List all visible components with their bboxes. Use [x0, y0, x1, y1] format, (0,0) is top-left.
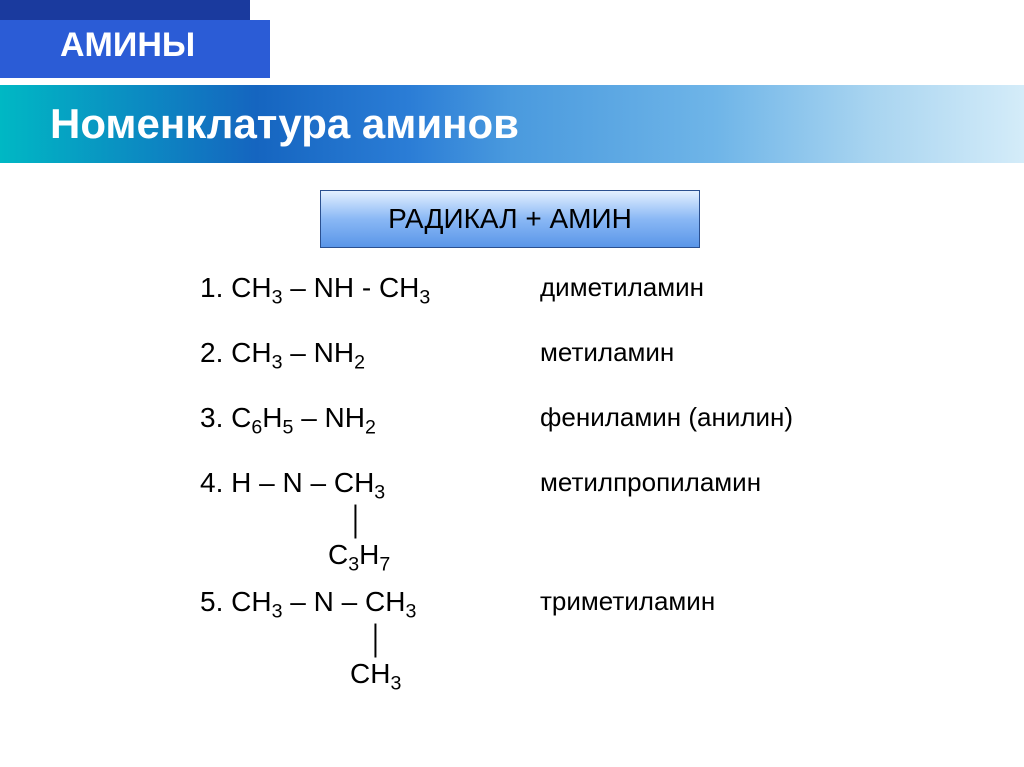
list-item: 1. CH3 – NH - CH3 диметиламин — [40, 270, 984, 311]
item-number: 4. — [200, 467, 223, 498]
item-formula: CH3 – NH2 — [231, 337, 365, 368]
content-area: 1. CH3 – NH - CH3 диметиламин 2. CH3 – N… — [0, 270, 1024, 703]
formula-cell: 5. CH3 – N – CH3 │ CH3 — [40, 584, 540, 697]
item-number: 1. — [200, 272, 223, 303]
subtitle-text: Номенклатура аминов — [50, 100, 519, 148]
item-formula: C6H5 – NH2 — [231, 402, 376, 433]
bond-line: │ — [200, 625, 540, 656]
main-title: АМИНЫ — [60, 26, 195, 65]
item-number: 3. — [200, 402, 223, 433]
list-item: 4. H – N – CH3 │ C3H7 метилпропиламин — [40, 465, 984, 578]
list-item: 2. CH3 – NH2 метиламин — [40, 335, 984, 376]
compound-name: метиламин — [540, 335, 984, 368]
formula-rule-text: РАДИКАЛ + АМИН — [388, 203, 632, 235]
list-item: 5. CH3 – N – CH3 │ CH3 триметиламин — [40, 584, 984, 697]
bond-line: │ — [200, 506, 540, 537]
compound-name: метилпропиламин — [540, 465, 984, 498]
item-number: 5. — [200, 586, 223, 617]
formula-cell: 2. CH3 – NH2 — [40, 335, 540, 376]
list-item: 3. C6H5 – NH2 фениламин (анилин) — [40, 400, 984, 441]
item-formula: CH3 – N – CH3 — [231, 586, 416, 617]
item-formula: H – N – CH3 — [231, 467, 385, 498]
subtitle-band: Номенклатура аминов — [0, 85, 1024, 163]
item-number: 2. — [200, 337, 223, 368]
item-formula: CH3 – NH - CH3 — [231, 272, 430, 303]
formula-cell: 1. CH3 – NH - CH3 — [40, 270, 540, 311]
branch-formula: CH3 — [200, 656, 540, 697]
formula-cell: 4. H – N – CH3 │ C3H7 — [40, 465, 540, 578]
compound-name: фениламин (анилин) — [540, 400, 984, 433]
compound-name: триметиламин — [540, 584, 984, 617]
formula-rule-box: РАДИКАЛ + АМИН — [320, 190, 700, 248]
branch-formula: C3H7 — [200, 537, 540, 578]
formula-cell: 3. C6H5 – NH2 — [40, 400, 540, 441]
compound-name: диметиламин — [540, 270, 984, 303]
